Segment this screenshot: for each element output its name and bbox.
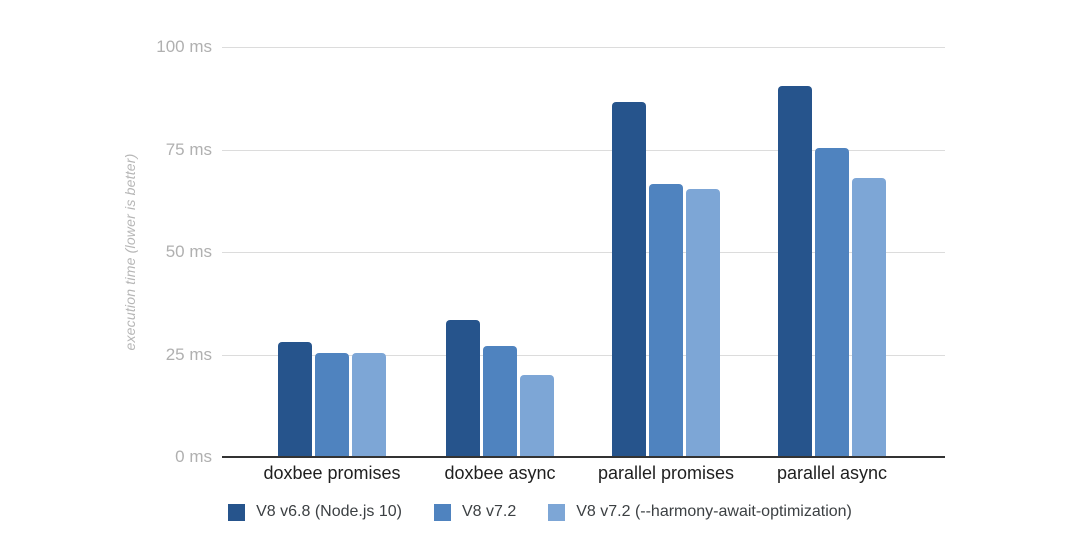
gridline-75: [222, 150, 945, 151]
bar-series2-doxbee-async: [483, 346, 517, 457]
gridline-50: [222, 252, 945, 253]
bar-series1-doxbee-async: [446, 319, 480, 457]
y-tick-label-0: 0 ms: [175, 447, 212, 466]
bar-series3-doxbee-promises: [352, 352, 386, 457]
bar-series2-parallel-async: [815, 147, 849, 457]
x-axis-baseline: [222, 456, 945, 458]
bar-group-1: [278, 47, 386, 457]
y-tick-label-75: 75 ms: [165, 140, 212, 159]
y-tick-label-25: 25 ms: [165, 345, 212, 364]
chart-legend: V8 v6.8 (Node.js 10) V8 v7.2 V8 v7.2 (--ha…: [0, 503, 1080, 521]
bar-series2-parallel-promises: [649, 184, 683, 457]
legend-item-3: V8 v7.2 (--harmony-await-optimization): [548, 503, 852, 521]
legend-label: V8 v7.2: [461, 503, 517, 520]
x-category-label-2: doxbee async: [444, 463, 556, 483]
bar-series3-parallel-promises: [686, 188, 720, 457]
bar-series1-doxbee-promises: [278, 342, 312, 457]
x-category-label-3: parallel promises: [597, 463, 735, 483]
bar-group-3: [612, 47, 720, 457]
bar-series3-doxbee-async: [520, 375, 554, 457]
legend-label: V8 v6.8 (Node.js 10): [256, 503, 402, 520]
legend-swatch-icon: [228, 503, 246, 521]
x-category-label-4: parallel async: [776, 463, 888, 483]
legend-swatch-icon: [548, 503, 566, 521]
legend-item-1: V8 v6.8 (Node.js 10): [228, 503, 402, 521]
bar-group-2: [446, 47, 554, 457]
legend-label: V8 v7.2 (--harmony-await-optimization): [576, 503, 852, 520]
bar-series3-parallel-async: [852, 178, 886, 457]
bar-group-4: [778, 47, 886, 457]
x-category-label-1: doxbee promises: [263, 463, 401, 483]
bar-series1-parallel-promises: [612, 102, 646, 457]
bar-series2-doxbee-promises: [315, 352, 349, 457]
legend-item-2: V8 v7.2: [433, 503, 517, 521]
gridline-25: [222, 355, 945, 356]
gridline-100: [222, 47, 945, 48]
y-tick-label-50: 50 ms: [165, 242, 212, 261]
bar-series1-parallel-async: [778, 86, 812, 457]
legend-swatch-icon: [433, 503, 451, 521]
y-tick-label-100: 100 ms: [156, 37, 212, 56]
